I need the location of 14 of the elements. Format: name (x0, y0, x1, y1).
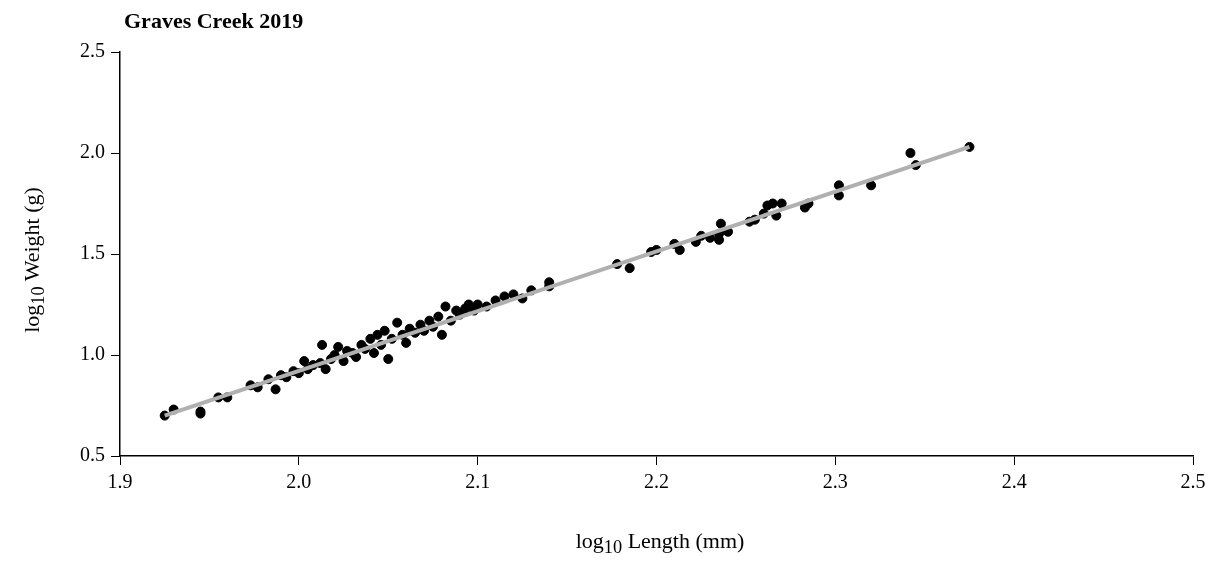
y-tick-label: 0.5 (80, 443, 105, 466)
x-tick-label: 2.1 (465, 470, 491, 493)
y-tick-label: 2.0 (80, 140, 105, 163)
y-tick-label: 1.0 (80, 342, 105, 365)
x-tick-label: 1.9 (107, 470, 133, 493)
chart-title: Graves Creek 2019 (124, 8, 304, 34)
x-tick-label: 2.5 (1180, 470, 1206, 493)
x-tick-label: 2.0 (286, 470, 312, 493)
x-axis-title: log$_{10}$ Length (mm) (574, 528, 746, 559)
x-tick-label: 2.3 (822, 470, 848, 493)
y-tick-label: 2.5 (80, 39, 105, 62)
x-tick-label: 2.2 (644, 470, 669, 493)
x-tick-label: 2.4 (1001, 470, 1027, 493)
y-tick-label: 1.5 (80, 241, 105, 264)
